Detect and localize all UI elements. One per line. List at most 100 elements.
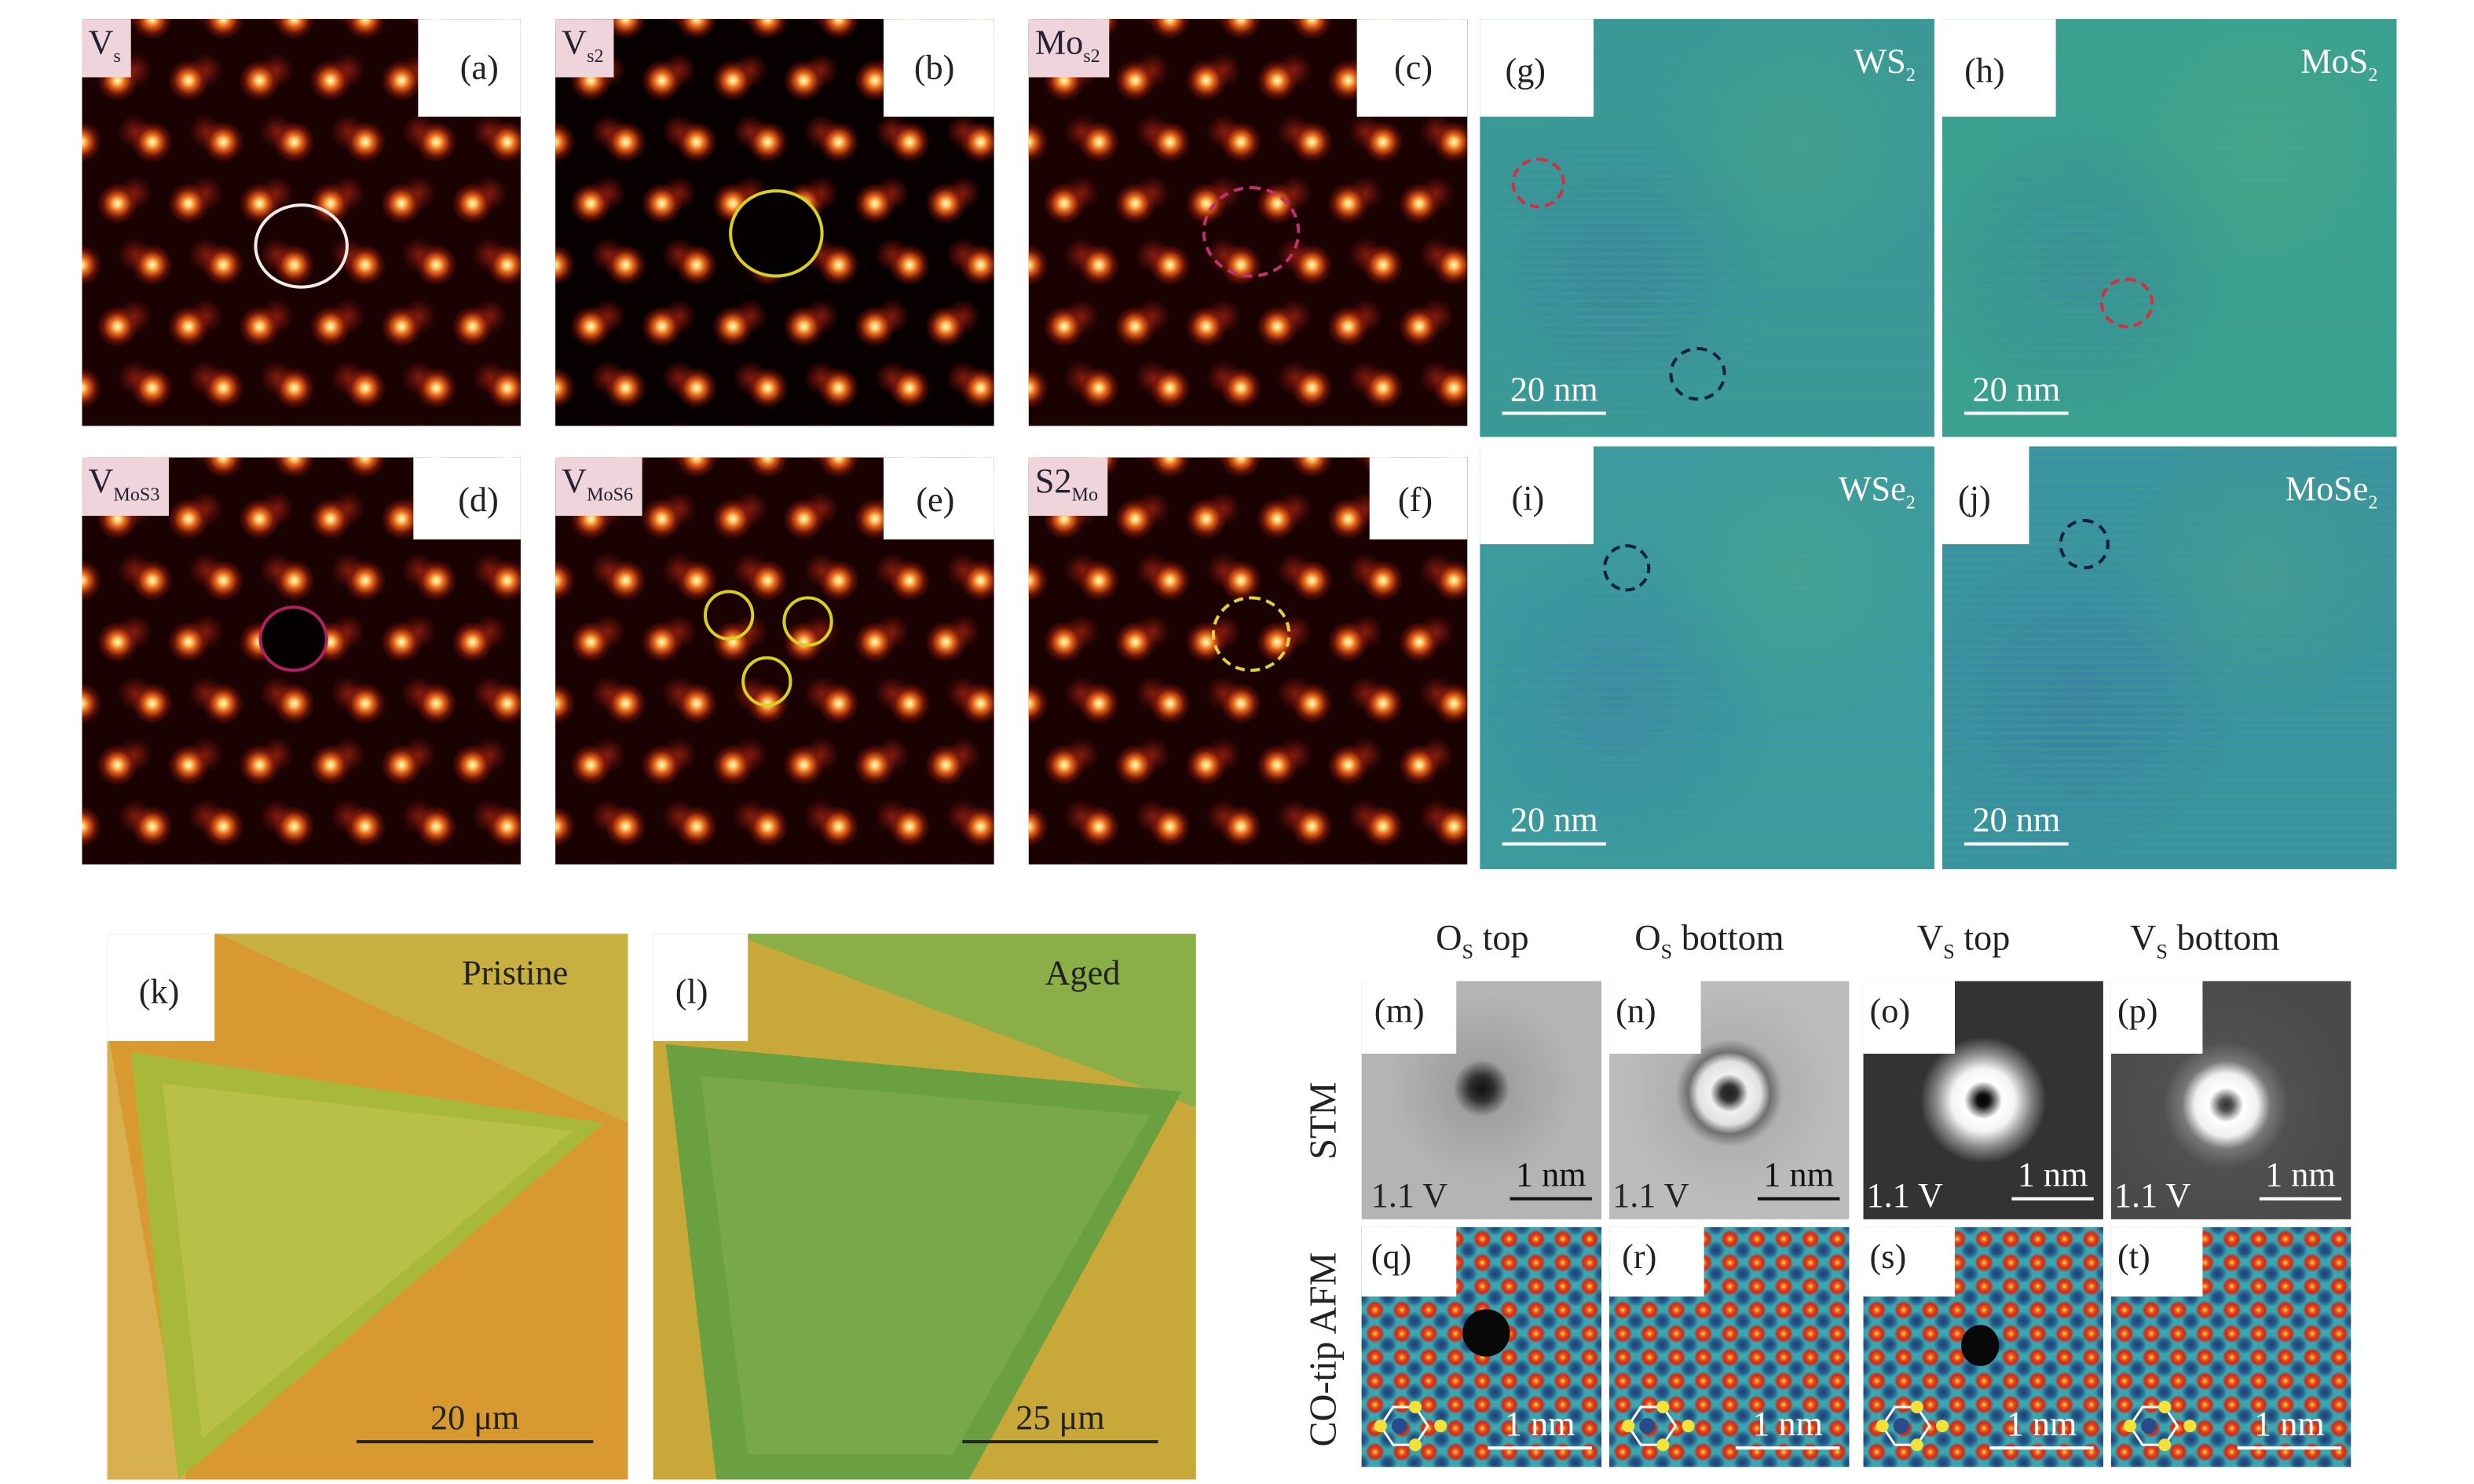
scale-text: 1 nm xyxy=(2265,1154,2336,1194)
tag-sub: s xyxy=(113,45,121,68)
vacancy-dot xyxy=(1462,1309,1510,1357)
row-label-afm: CO-tip AFM xyxy=(1304,1252,1345,1447)
scale-bar: 1 nm xyxy=(2259,1154,2342,1201)
map-panel-i: (i) WSe2 20 nm xyxy=(1480,446,1934,869)
scale-bar: 1 nm xyxy=(1510,1155,1592,1201)
defect-circle xyxy=(1511,157,1565,209)
panel-label: (b) xyxy=(913,47,955,87)
defect-circle xyxy=(1202,186,1301,278)
header-rest: top xyxy=(1473,918,1529,958)
scale-bar: 20 μm xyxy=(357,1398,594,1444)
material-label: WS2 xyxy=(1854,41,1915,87)
header-rest: bottom xyxy=(2167,918,2280,958)
panel-title: Pristine xyxy=(462,952,569,992)
panel-label: (e) xyxy=(916,479,955,519)
scale-text: 1 nm xyxy=(1504,1403,1576,1444)
column-header-vs-bottom: VS bottom xyxy=(2130,918,2279,964)
defect-circle xyxy=(729,189,824,278)
panel-label: (o) xyxy=(1869,990,1911,1030)
material-label: MoS2 xyxy=(2300,41,2377,87)
panel-label: (p) xyxy=(2117,990,2158,1030)
header-base: V xyxy=(2130,918,2157,958)
scale-bar: 1 nm xyxy=(1488,1403,1592,1450)
panel-label: (s) xyxy=(1869,1236,1907,1277)
scale-text: 25 μm xyxy=(1016,1397,1105,1438)
scale-text: 20 nm xyxy=(1972,799,2061,839)
scale-bar: 1 nm xyxy=(2011,1154,2094,1201)
stm-panel-o: (o) 1.1 V 1 nm xyxy=(1863,981,2103,1219)
column-header-os-bottom: OS bottom xyxy=(1634,918,1784,964)
afm-panel-s: (s) 1 nm xyxy=(1863,1226,2103,1468)
header-base: O xyxy=(1436,918,1462,958)
scale-bar: 1 nm xyxy=(1735,1404,1840,1450)
panel-title: Aged xyxy=(1045,952,1121,992)
panel-label: (i) xyxy=(1511,477,1545,517)
defect-tag: Vs2 xyxy=(555,19,613,79)
header-base: O xyxy=(1634,918,1661,958)
defect-circle xyxy=(741,656,792,707)
material-base: WS xyxy=(1854,41,1906,81)
header-base: V xyxy=(1916,918,1944,958)
stm-panel-p: (p) 1.1 V 1 nm xyxy=(2110,981,2351,1219)
material-base: MoS xyxy=(2300,41,2369,81)
defect-circle xyxy=(258,605,328,672)
optical-panel-l: (l) Aged 25 μm xyxy=(653,934,1196,1480)
map-panel-j: (j) MoSe2 20 nm xyxy=(1942,446,2397,869)
scale-text: 1 nm xyxy=(2017,1154,2088,1194)
panel-label: (m) xyxy=(1374,990,1425,1030)
column-header-os-top: OS top xyxy=(1436,918,1529,964)
defect-tag: Vs xyxy=(82,19,130,79)
optical-panel-k: (k) Pristine 20 μm xyxy=(107,934,628,1480)
tag-sub: MoS3 xyxy=(113,483,160,506)
tag-sub: s2 xyxy=(587,45,604,68)
panel-label: (q) xyxy=(1371,1236,1412,1277)
tag-sub: Mo xyxy=(1071,483,1099,506)
tag-base: Mo xyxy=(1034,22,1084,62)
bias-label: 1.1 V xyxy=(2114,1175,2191,1215)
tag-sub: MoS6 xyxy=(587,483,634,506)
scale-bar: 25 μm xyxy=(962,1397,1158,1444)
vacancy-dot xyxy=(1961,1325,2000,1366)
row-label-stm: STM xyxy=(1304,1081,1345,1160)
scale-text: 1 nm xyxy=(1515,1154,1587,1194)
panel-label: (d) xyxy=(458,479,499,519)
material-sub: 2 xyxy=(2368,491,2378,514)
header-rest: bottom xyxy=(1672,918,1784,958)
material-base: MoSe xyxy=(2285,468,2369,508)
scale-bar: 20 nm xyxy=(1964,800,2069,846)
defect-circle xyxy=(2059,518,2110,570)
panel-label: (h) xyxy=(1964,50,2005,90)
panel-label: (k) xyxy=(138,971,180,1011)
material-label: MoSe2 xyxy=(2286,469,2378,515)
stm-panel-c: (c) Mos2 xyxy=(1028,19,1468,426)
material-label: WSe2 xyxy=(1839,469,1916,515)
material-base: WSe xyxy=(1838,468,1906,508)
defect-circle xyxy=(254,203,349,289)
scale-bar: 1 nm xyxy=(1989,1404,2094,1450)
scale-text: 1 nm xyxy=(1763,1154,1834,1194)
defect-circle xyxy=(1669,346,1726,401)
afm-panel-r: (r) 1 nm xyxy=(1609,1226,1850,1468)
map-panel-h: (h) MoS2 20 nm xyxy=(1942,19,2397,437)
flake-image xyxy=(665,934,1196,1480)
structure-model-icon xyxy=(1876,1400,1949,1452)
afm-panel-t: (t) 1 nm xyxy=(2110,1226,2351,1468)
header-sub: S xyxy=(1462,939,1474,963)
tag-sub: s2 xyxy=(1083,45,1100,68)
panel-label: (t) xyxy=(2117,1236,2150,1277)
tag-base: V xyxy=(88,460,114,500)
stm-panel-b: (b) Vs2 xyxy=(555,19,994,426)
stm-panel-n: (n) 1.1 V 1 nm xyxy=(1609,981,1850,1219)
afm-panel-q: (q) 1 nm xyxy=(1361,1226,1602,1468)
tag-base: V xyxy=(562,460,587,500)
tag-base: V xyxy=(88,22,114,62)
scale-text: 1 nm xyxy=(2254,1403,2325,1444)
defect-tag: Mos2 xyxy=(1028,19,1110,79)
defect-tag: S2Mo xyxy=(1028,457,1108,517)
column-header-vs-top: VS top xyxy=(1917,918,2011,964)
structure-model-icon xyxy=(2123,1400,2197,1452)
bias-label: 1.1 V xyxy=(1612,1175,1689,1215)
panel-label: (n) xyxy=(1616,990,1656,1030)
material-sub: 2 xyxy=(2368,64,2378,86)
